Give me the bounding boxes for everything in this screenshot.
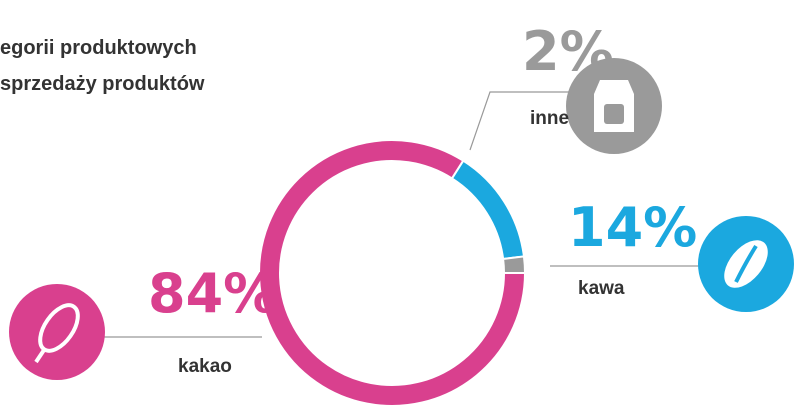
value-label: 84% <box>148 262 277 325</box>
icon-pod <box>38 303 80 353</box>
icon-inne <box>566 58 662 154</box>
category-label: kakao <box>178 356 232 377</box>
leader-lines <box>100 91 700 338</box>
donut-segment <box>450 159 526 261</box>
category-label: kawa <box>578 278 625 299</box>
leader-line <box>469 91 598 151</box>
value-label: 2% <box>522 20 614 83</box>
icon-logo <box>604 104 624 124</box>
donut-segment <box>258 139 527 407</box>
icon-stem <box>34 348 46 364</box>
donut-segment <box>501 255 527 274</box>
icon-circle <box>9 284 105 380</box>
title-line: egorii produktowych <box>0 37 197 59</box>
icon-bean-line <box>734 244 758 283</box>
category-label: inne <box>530 108 569 129</box>
title-line: sprzedaży produktów <box>0 73 205 95</box>
icon-kakao <box>9 284 105 380</box>
icon-kawa <box>698 216 794 312</box>
value-label: 14% <box>568 196 697 259</box>
